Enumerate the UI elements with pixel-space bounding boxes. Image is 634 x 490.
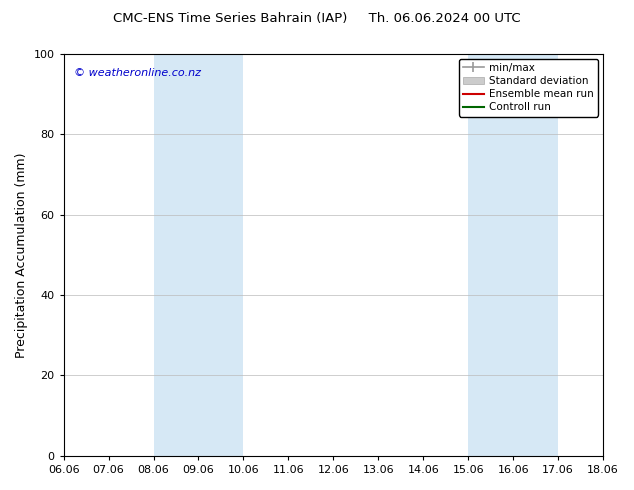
Text: CMC-ENS Time Series Bahrain (IAP)     Th. 06.06.2024 00 UTC: CMC-ENS Time Series Bahrain (IAP) Th. 06… bbox=[113, 12, 521, 25]
Bar bbox=[153, 53, 243, 456]
Bar bbox=[469, 53, 558, 456]
Text: © weatheronline.co.nz: © weatheronline.co.nz bbox=[74, 68, 202, 78]
Y-axis label: Precipitation Accumulation (mm): Precipitation Accumulation (mm) bbox=[15, 152, 28, 358]
Legend: min/max, Standard deviation, Ensemble mean run, Controll run: min/max, Standard deviation, Ensemble me… bbox=[459, 59, 598, 117]
